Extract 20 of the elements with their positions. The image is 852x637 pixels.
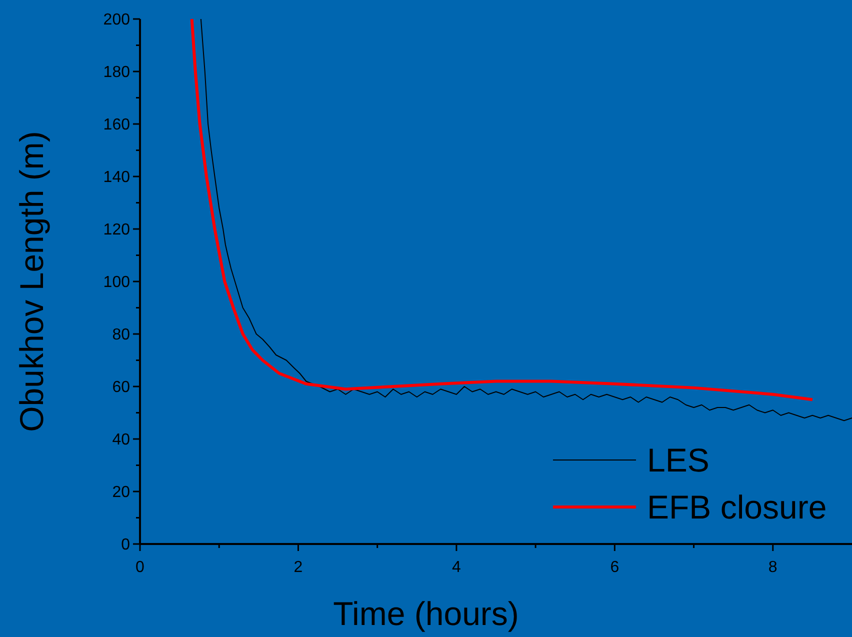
y-tick-label: 160 [103,116,130,134]
x-tick-label: 2 [294,559,303,576]
y-tick-label: 140 [103,169,130,186]
x-tick-label: 6 [610,559,620,576]
y-tick-label: 180 [103,64,130,82]
y-tick-label: 40 [112,432,130,449]
y-tick-label: 0 [121,536,130,554]
x-tick-label: 8 [768,559,778,576]
y-tick-label: 80 [112,326,130,344]
y-tick-label: 20 [112,484,130,502]
y-tick-label: 200 [103,12,130,29]
y-tick-label: 60 [112,379,130,396]
x-axis-title: Time (hours) [333,595,519,632]
legend-label: EFB closure [647,488,827,526]
y-tick-label: 100 [103,274,130,292]
x-tick-label: 0 [136,559,145,576]
y-axis-title: Obukhov Length (m) [13,131,50,432]
y-tick-label: 120 [103,222,130,239]
legend-label: LES [647,442,710,479]
x-tick-label: 4 [452,559,461,576]
